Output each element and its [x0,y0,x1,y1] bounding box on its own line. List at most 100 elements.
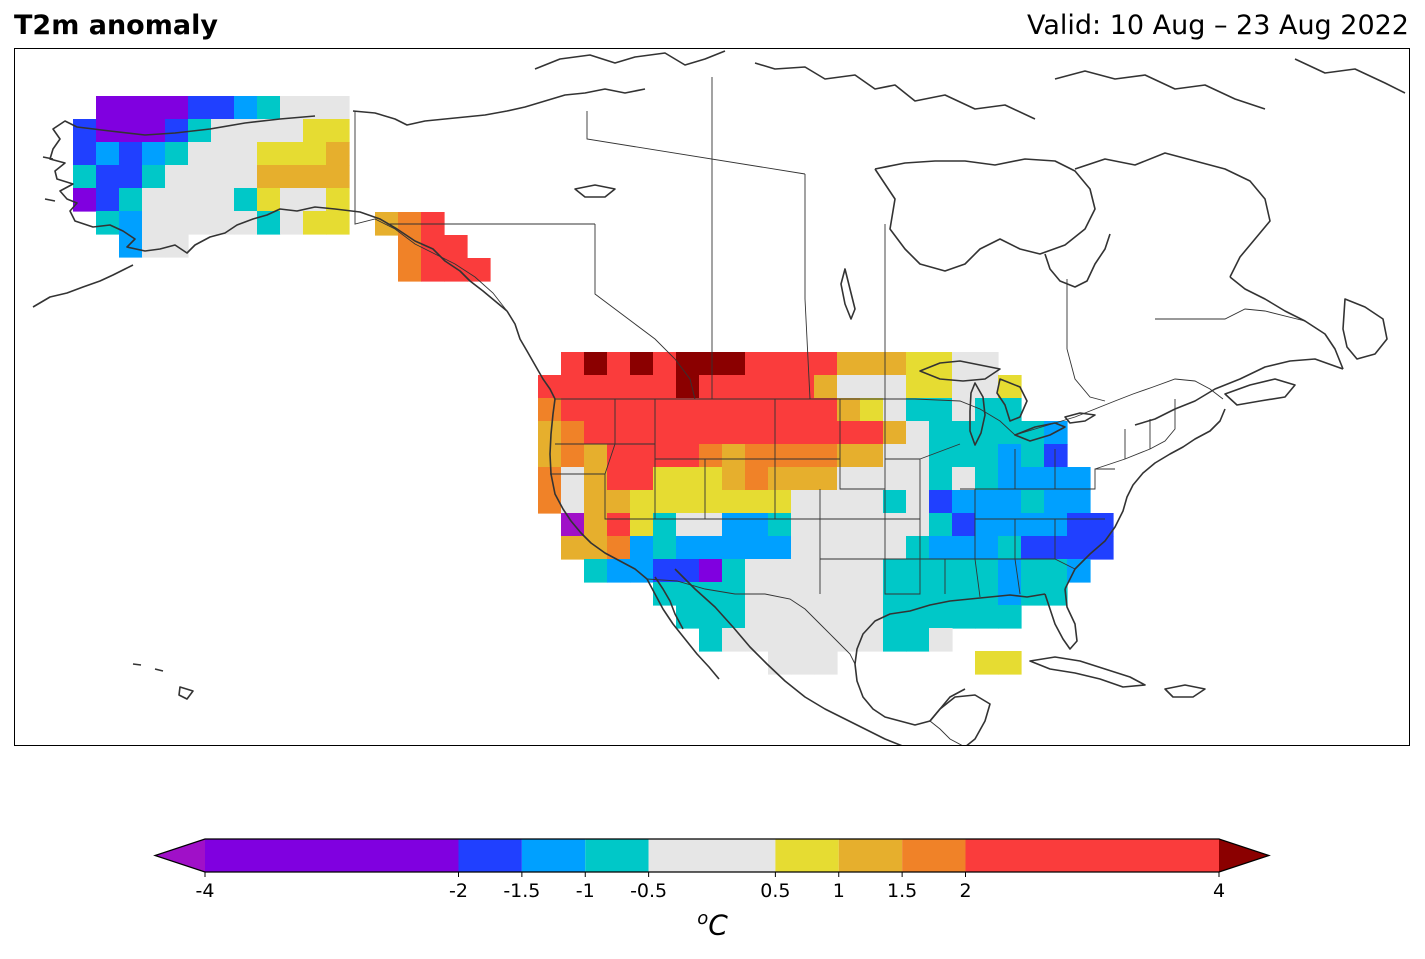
anomaly-cell-alaska-1-7 [211,119,235,143]
anomaly-cell-conus-4-17 [929,444,953,468]
anomaly-cell-conus-0-19 [975,352,999,376]
coastline-st-lawrence [1134,358,1344,426]
anomaly-cell-alaska-0-5 [165,96,189,120]
anomaly-cell-conus-7-4 [630,513,654,537]
anomaly-cell-conus-6-13 [837,490,861,514]
anomaly-cell-conus-9-11 [791,559,815,583]
anomaly-cell-conus-11-13 [837,605,861,629]
anomaly-cell-conus-12-13 [837,628,861,652]
anomaly-cell-conus-12-16 [906,628,930,652]
anomaly-cell-conus-9-21 [1021,559,1045,583]
anomaly-cell-conus-1-18 [952,375,976,399]
anomaly-cell-alaska-2-3 [119,142,143,166]
anomaly-cell-conus-6-7 [699,490,723,514]
anomaly-cell-conus-3-13 [837,421,861,445]
anomaly-cell-conus-5-7 [699,467,723,491]
anomaly-cell-conus-3-10 [768,421,792,445]
anomaly-cell-conus-1-17 [929,375,953,399]
anomaly-cell-conus-12-8 [722,628,746,652]
colorbar-bin-7 [902,839,966,872]
anomaly-cell-conus-9-8 [722,559,746,583]
anomaly-cell-conus-1-6 [676,375,700,399]
anomaly-cell-conus-9-17 [929,559,953,583]
border-us-mexico [646,578,856,665]
anomaly-cell-conus-3-18 [952,421,976,445]
anomaly-cell-conus-5-0 [538,467,562,491]
coastline-hudson-bay [874,158,1096,272]
anomaly-cell-conus-10-10 [768,582,792,606]
anomaly-cell-conus-6-18 [952,490,976,514]
anomaly-cell-conus-5-6 [676,467,700,491]
anomaly-cell-conus-12-15 [883,628,907,652]
anomaly-cell-conus-6-4 [630,490,654,514]
anomaly-cell-conus-2-9 [745,398,769,422]
anomaly-cell-conus-9-14 [860,559,884,583]
anomaly-cell-conus-5-15 [883,467,907,491]
anomaly-cell-conus-4-7 [699,444,723,468]
anomaly-cell-conus-12-7 [699,628,723,652]
anomaly-cell-conus-2-12 [814,398,838,422]
anomaly-cell-conus-9-16 [906,559,930,583]
anomaly-cell-conus-1-15 [883,375,907,399]
anomaly-cell-alaska-5-7 [211,211,235,235]
anomaly-cell-conus-5-2 [584,467,608,491]
map-title: T2m anomaly [14,10,218,41]
anomaly-cell-conus-5-10 [768,467,792,491]
valid-period: Valid: 10 Aug – 23 Aug 2022 [1026,10,1409,41]
anomaly-cell-conus-0-6 [676,352,700,376]
anomaly-cell-conus-9-9 [745,559,769,583]
anomaly-cell-alaska-2-12 [326,142,350,166]
anomaly-cell-conus-9-6 [676,559,700,583]
anomaly-cell-conus-6-2 [584,490,608,514]
anomaly-cell-conus-6-14 [860,490,884,514]
anomaly-cell-conus-9-10 [768,559,792,583]
anomaly-cell-conus-10-12 [814,582,838,606]
colorbar-tick-label-2: -1.5 [503,880,540,902]
anomaly-cell-conus-7-2 [584,513,608,537]
anomaly-cell-conus-2-18 [952,398,976,422]
anomaly-cell-alaska-4-2 [96,188,120,212]
anomaly-cell-conus-1-2 [584,375,608,399]
anomaly-cell-panhandle-1-3 [444,235,468,259]
anomaly-cell-alaska-5-8 [234,211,258,235]
colorbar-bin-3 [585,839,649,872]
anomaly-cell-alaska-2-7 [211,142,235,166]
anomaly-cell-conus-8-12 [814,536,838,560]
anomaly-cell-alaska-3-7 [211,165,235,189]
anomaly-cell-conus-3-19 [975,421,999,445]
anomaly-cell-alaska-5-4 [142,211,166,235]
anomaly-cell-conus-6-8 [722,490,746,514]
anomaly-cell-alaska-0-3 [119,96,143,120]
anomaly-cell-conus-5-1 [561,467,585,491]
anomaly-cell-conus-8-22 [1044,536,1068,560]
anomaly-cell-alaska-3-3 [119,165,143,189]
anomaly-cell-conus-12-14 [860,628,884,652]
anomaly-cell-conus-10-21 [1021,582,1045,606]
anomaly-cell-conus-11-20 [998,605,1022,629]
anomaly-cell-conus-4-8 [722,444,746,468]
anomaly-cell-alaska-3-4 [142,165,166,189]
anomaly-cell-conus-12-10 [768,628,792,652]
anomaly-cell-conus-1-11 [791,375,815,399]
anomaly-cell-conus-1-7 [699,375,723,399]
anomaly-cell-alaska-4-5 [165,188,189,212]
anomaly-cell-conus-9-19 [975,559,999,583]
anomaly-cell-conus-0-8 [722,352,746,376]
anomaly-cell-conus-7-21 [1021,513,1045,537]
anomaly-cell-alaska-2-8 [234,142,258,166]
coastline-hispaniola [1164,684,1206,698]
anomaly-cell-conus-8-15 [883,536,907,560]
anomaly-cell-panhandle-2-2 [421,258,445,282]
anomaly-cell-conus-13-11 [791,651,815,675]
border-labrador [1155,308,1306,322]
anomaly-cell-conus-5-19 [975,467,999,491]
anomaly-cell-conus-4-3 [607,444,631,468]
anomaly-cell-conus-3-8 [722,421,746,445]
anomaly-cell-conus-5-23 [1067,467,1091,491]
anomaly-cell-conus-7-20 [998,513,1022,537]
anomaly-cell-alaska-4-9 [257,188,281,212]
anomaly-cell-alaska-6-4 [142,234,166,258]
colorbar-tick-label-9: 4 [1213,880,1225,902]
anomaly-cell-conus-3-11 [791,421,815,445]
anomaly-cell-conus-1-4 [630,375,654,399]
